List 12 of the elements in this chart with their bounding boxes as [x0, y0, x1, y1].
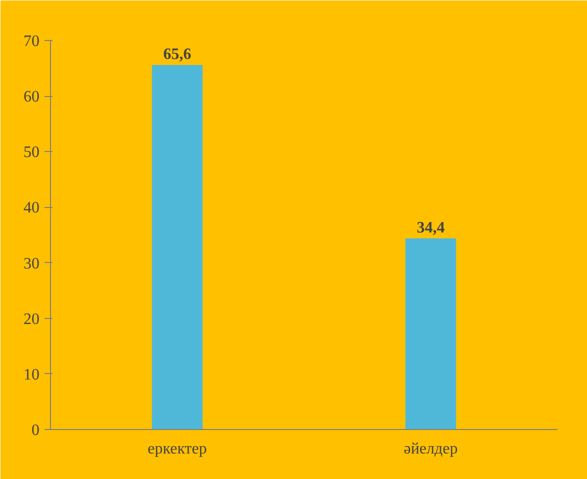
x-tick-label: әйелдер	[404, 440, 458, 458]
y-tick-label: 40	[24, 200, 40, 217]
y-tick-label: 60	[24, 88, 40, 106]
x-tick-label: еркектер	[148, 440, 207, 458]
y-tick-label: 70	[24, 33, 40, 50]
y-tick-label: 20	[24, 310, 40, 328]
data-label: 34,4	[416, 219, 445, 236]
y-tick-label: 0	[32, 422, 40, 439]
data-label: 65,6	[163, 46, 192, 63]
y-tick-label: 50	[24, 144, 40, 162]
y-tick-label: 10	[24, 366, 40, 384]
y-tick-label: 30	[24, 255, 40, 272]
